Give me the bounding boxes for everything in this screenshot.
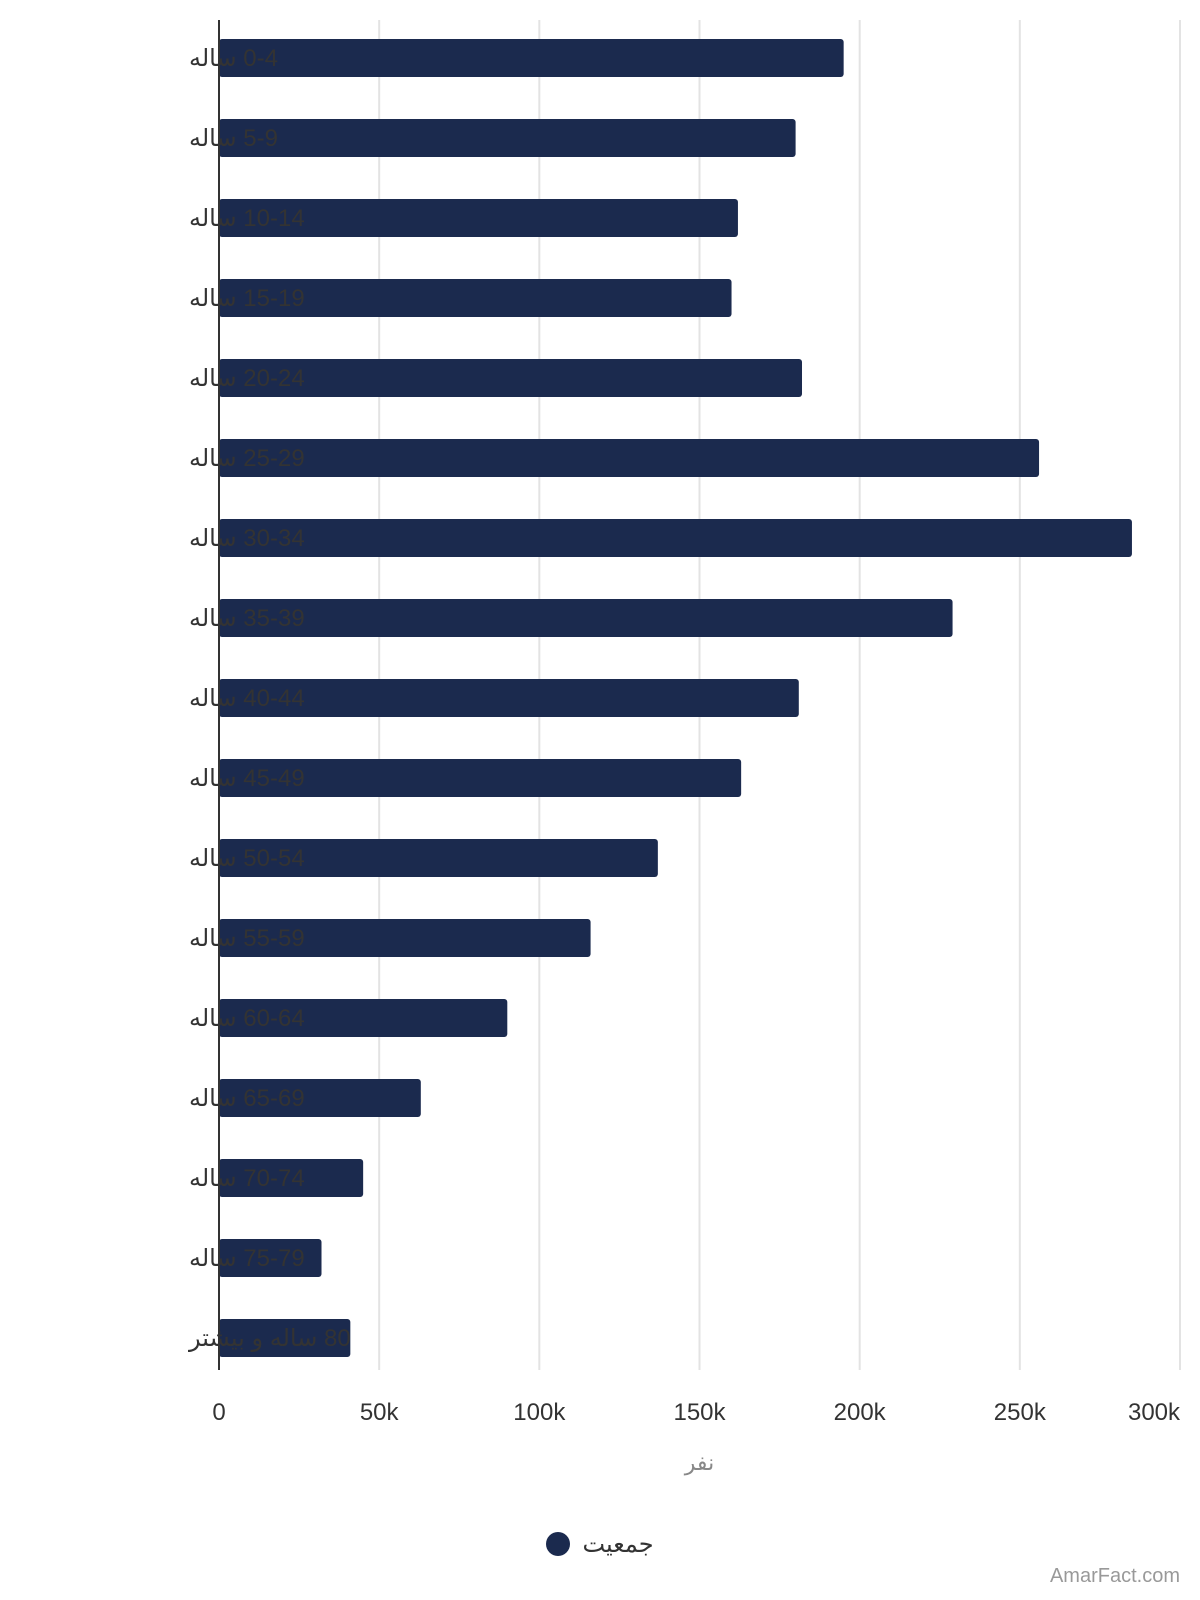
x-tick-label: 50k	[360, 1399, 400, 1426]
category-label: 15-19 ساله	[189, 285, 305, 312]
category-label: 50-54 ساله	[189, 845, 305, 872]
population-bar-chart: 0-4 ساله 5-9 ساله 10-14 ساله 15-19 ساله 20-2…	[188, 20, 1181, 1476]
category-label: 70-74 ساله	[189, 1165, 305, 1192]
category-label: 75-79 ساله	[189, 1245, 305, 1272]
bars	[219, 39, 1132, 1357]
bar	[219, 359, 803, 397]
bar	[219, 439, 1040, 477]
legend: جمعیت	[0, 1530, 1200, 1558]
x-tick-label: 300k	[1128, 1399, 1181, 1426]
x-axis-title: نفر	[684, 1451, 714, 1476]
category-label: 10-14 ساله	[189, 205, 305, 232]
bar	[219, 1319, 351, 1357]
x-tick-label: 150k	[673, 1399, 726, 1426]
bar	[219, 919, 591, 957]
bar	[219, 119, 796, 157]
category-labels: 0-4 ساله 5-9 ساله 10-14 ساله 15-19 ساله 20-2…	[188, 45, 351, 1352]
bar	[219, 39, 844, 77]
bar	[219, 519, 1132, 557]
category-label: 25-29 ساله	[189, 445, 305, 472]
bar	[219, 759, 742, 797]
category-label: 5-9 ساله	[189, 125, 278, 152]
category-label: 20-24 ساله	[189, 365, 305, 392]
x-tick-label: 100k	[513, 1399, 566, 1426]
legend-label: جمعیت	[582, 1530, 654, 1558]
bar	[219, 599, 953, 637]
bar	[219, 679, 799, 717]
bar	[219, 1239, 322, 1277]
bar	[219, 279, 732, 317]
category-label: 60-64 ساله	[189, 1005, 305, 1032]
category-label: 40-44 ساله	[189, 685, 305, 712]
category-label: 0-4 ساله	[189, 45, 278, 72]
category-label: 80 ساله و بیشتر	[188, 1325, 351, 1352]
x-tick-label: 0	[212, 1399, 225, 1426]
x-tick-labels: 0 50k 100k 150k 200k 250k 300k	[212, 1399, 1181, 1426]
category-label: 30-34 ساله	[189, 525, 305, 552]
bar	[219, 839, 658, 877]
legend-marker	[546, 1532, 571, 1556]
category-label: 55-59 ساله	[189, 925, 305, 952]
watermark: AmarFact.com	[1049, 1565, 1180, 1587]
bar	[219, 1079, 421, 1117]
bar	[219, 199, 738, 237]
x-tick-label: 250k	[994, 1399, 1047, 1426]
bar	[219, 1159, 364, 1197]
x-tick-label: 200k	[834, 1399, 887, 1426]
category-label: 45-49 ساله	[189, 765, 305, 792]
category-label: 65-69 ساله	[189, 1085, 305, 1112]
bar	[219, 999, 508, 1037]
category-label: 35-39 ساله	[189, 605, 305, 632]
